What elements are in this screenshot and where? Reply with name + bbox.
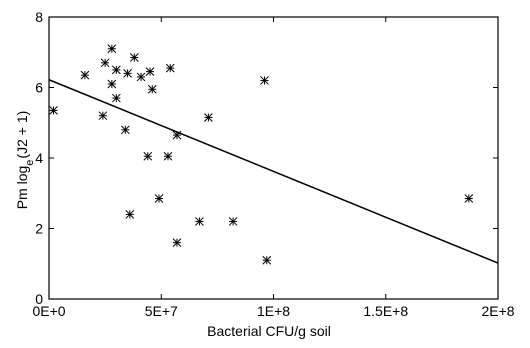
data-point: [123, 69, 132, 78]
y-tick-label: 8: [35, 9, 43, 25]
x-tick-label: 0E+0: [32, 303, 65, 319]
regression-line: [48, 79, 499, 264]
data-point: [204, 113, 213, 122]
y-axis-ticks: 0 2 4 6 8: [35, 9, 498, 307]
data-point: [172, 238, 182, 247]
y-axis-label: Pm loge(J2 + 1): [14, 111, 36, 210]
y-tick-label: 6: [35, 80, 43, 96]
data-point: [228, 217, 238, 226]
data-point: [111, 65, 121, 75]
data-point: [107, 44, 117, 54]
data-point: [107, 79, 117, 89]
data-point: [49, 106, 58, 115]
x-axis-label: Bacterial CFU/g soil: [207, 323, 331, 339]
data-point: [154, 194, 164, 203]
regression-line-layer: [48, 79, 499, 264]
data-points-layer: [49, 44, 474, 265]
data-point: [147, 84, 157, 94]
data-point: [129, 53, 139, 62]
y-tick-label: 2: [35, 221, 43, 237]
plot-frame: [48, 16, 499, 300]
x-tick-label: 2E+8: [481, 303, 514, 319]
data-point: [125, 210, 135, 219]
x-tick-label: 1E+8: [257, 303, 290, 319]
data-point: [111, 93, 121, 103]
data-point: [172, 130, 182, 140]
data-point: [143, 151, 153, 161]
y-axis-label-main: Pm log: [14, 166, 30, 210]
data-point: [98, 111, 108, 121]
x-tick-label: 1.5E+8: [363, 303, 408, 319]
y-axis-label-subscript: e: [24, 160, 36, 166]
data-point: [464, 194, 474, 203]
y-tick-label: 4: [35, 150, 43, 166]
data-point: [136, 72, 146, 82]
data-point: [165, 63, 175, 73]
data-point: [80, 70, 90, 80]
data-point: [260, 76, 269, 85]
data-point: [195, 217, 204, 226]
data-point: [100, 58, 110, 68]
data-point: [145, 67, 155, 76]
data-point: [262, 255, 272, 265]
data-point: [163, 151, 173, 161]
x-tick-label: 5E+7: [145, 303, 178, 319]
x-axis-ticks: 0E+0 5E+7 1E+8 1.5E+8 2E+8: [32, 17, 515, 319]
y-tick-label: 0: [35, 291, 43, 307]
plot-area-border: [48, 16, 499, 300]
data-point: [120, 125, 130, 135]
y-axis-label-tail: (J2 + 1): [14, 111, 30, 159]
